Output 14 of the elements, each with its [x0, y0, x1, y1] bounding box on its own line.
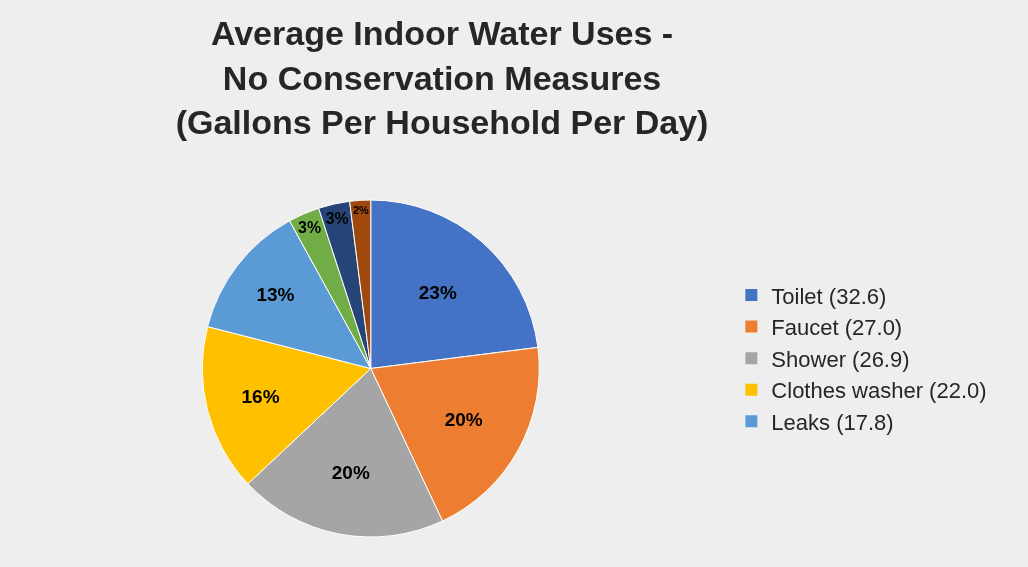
legend-label: Toilet (32.6) — [771, 283, 887, 309]
legend-label: Faucet (27.0) — [771, 315, 903, 341]
data-label: 23% — [418, 281, 457, 303]
legend-label: Clothes washer (22.0) — [771, 378, 987, 404]
data-label: 20% — [444, 409, 483, 431]
data-label: 3% — [298, 218, 322, 236]
data-label: 2% — [352, 204, 369, 216]
data-label: 16% — [241, 386, 280, 408]
chart-title: Average Indoor Water Uses - No Conservation Measures (Gallons Per Household Per Day) — [175, 14, 709, 141]
data-label: 20% — [331, 462, 370, 484]
legend-label: Shower (26.9) — [771, 346, 910, 372]
data-label: 13% — [256, 284, 295, 306]
legend-label: Leaks (17.8) — [771, 409, 894, 435]
data-label: 3% — [325, 209, 349, 227]
